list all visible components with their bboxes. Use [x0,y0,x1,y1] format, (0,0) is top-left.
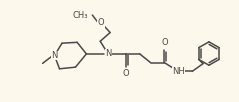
Text: O: O [161,38,168,47]
Text: NH: NH [172,67,185,76]
Text: N: N [51,51,58,60]
Text: O: O [98,18,104,27]
Text: N: N [105,49,111,58]
Text: CH₃: CH₃ [73,11,88,19]
Text: O: O [123,69,129,78]
